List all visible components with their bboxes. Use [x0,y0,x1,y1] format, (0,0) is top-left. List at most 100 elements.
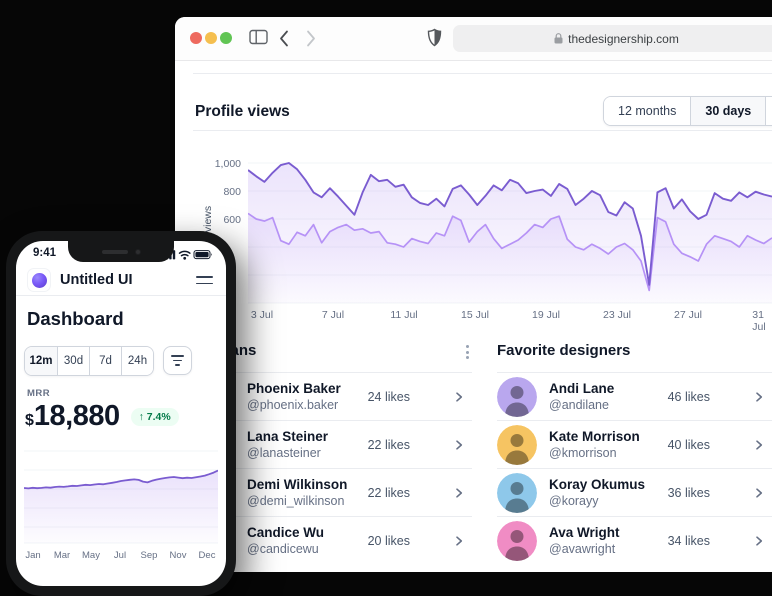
chevron-right-icon[interactable] [452,390,466,404]
y-tick: 600 [223,213,241,226]
filters-button[interactable] [163,346,192,375]
profile-views-chart [248,162,772,304]
list-item[interactable]: Kate Morrison @kmorrison 40 likes [497,420,772,468]
avatar [497,472,537,513]
mrr-x-tick: Jul [113,550,127,561]
mrr-x-tick: Dec [198,550,216,561]
chevron-right-icon[interactable] [452,438,466,452]
phone-range-24h[interactable]: 24h [121,347,153,375]
user-handle: @korayy [549,493,599,508]
user-name: Lana Steiner [247,428,329,444]
chevron-right-icon[interactable] [752,438,766,452]
y-tick: 1,000 [214,157,241,170]
phone-screen: 9:41 Untitled UI [16,241,226,586]
mrr-x-tick: Nov [169,550,187,561]
mrr-x-tick: May [82,550,100,561]
mrr-x-tick: Mar [53,550,71,561]
chevron-right-icon[interactable] [752,390,766,404]
phone-range-12m[interactable]: 12m [25,347,57,375]
status-bar-time: 9:41 [33,247,57,259]
likes-count: 22 likes [367,437,410,452]
avatar [497,520,537,561]
x-tick: 15 Jul [460,309,490,321]
list-item[interactable]: Candice Wu @candicewu 20 likes [195,516,472,564]
list-item[interactable]: Lana Steiner @lanasteiner 22 likes [195,420,472,468]
mrr-x-tick: Jan [25,550,41,561]
user-name: Andi Lane [549,380,615,396]
app-name: Untitled UI [60,272,133,288]
phone-range-7d[interactable]: 7d [89,347,121,375]
phone-range-group: 12m 30d 7d 24h [24,346,154,376]
list-item[interactable]: Demi Wilkinson @demi_wilkinson 22 likes [195,468,472,516]
profile-views-title: Profile views [195,103,290,120]
user-handle: @demi_wilkinson [247,493,345,508]
chevron-right-icon[interactable] [452,486,466,500]
minimize-window-button[interactable] [205,32,217,44]
phone-mockup: 9:41 Untitled UI [6,231,236,596]
x-tick: 3 Jul [250,309,274,321]
mrr-x-axis-ticks: Jan Mar May Jul Sep Nov Dec [16,550,226,564]
menu-icon[interactable] [196,275,213,285]
x-tick: 27 Jul [673,309,703,321]
browser-toolbar: thedesignership.com [175,17,772,61]
x-tick: 23 Jul [602,309,632,321]
untitled-ui-logo [27,268,51,292]
growth-badge: ↑ 7.4% [130,407,179,426]
user-handle: @kmorrison [549,445,617,460]
metric-value: $18,880 [25,400,120,432]
likes-count: 40 likes [667,437,710,452]
x-tick: 19 Jul [531,309,561,321]
user-handle: @candicewu [247,541,319,556]
dashboard-title: Dashboard [27,308,124,329]
mrr-chart [24,450,218,544]
lock-icon [554,33,563,44]
mrr-x-tick: Sep [140,550,158,561]
range-7-days[interactable]: 7 days [765,97,772,125]
range-30-days[interactable]: 30 days [690,97,766,125]
favorite-designers-section: Favorite designers Andi Lane @andilane 46 … [497,342,772,564]
user-name: Phoenix Baker [247,380,341,396]
likes-count: 24 likes [367,389,410,404]
user-name: Kate Morrison [549,428,640,444]
privacy-shield-icon[interactable] [427,28,442,48]
chevron-right-icon[interactable] [452,534,466,548]
likes-count: 34 likes [667,533,710,548]
likes-count: 46 likes [667,389,710,404]
chevron-right-icon[interactable] [752,486,766,500]
content-top-divider [193,73,772,74]
range-12-months[interactable]: 12 months [604,97,691,125]
back-icon[interactable] [279,30,289,47]
likes-count: 22 likes [367,485,410,500]
camera-dot [134,248,141,255]
zoom-window-button[interactable] [220,32,232,44]
user-handle: @avawright [549,541,616,556]
sidebar-toggle-icon[interactable] [249,29,268,45]
user-name: Ava Wright [549,524,620,540]
avatar [497,376,537,417]
app-header: Untitled UI [16,265,226,296]
battery-icon [193,250,212,260]
user-handle: @andilane [549,397,609,412]
metric-label: MRR [27,388,51,399]
phone-range-30d[interactable]: 30d [57,347,89,375]
user-name: Koray Okumus [549,476,646,492]
forward-icon[interactable] [306,30,316,47]
list-item[interactable]: Phoenix Baker @phoenix.baker 24 likes [195,372,472,420]
chart-header-divider [193,130,772,131]
url-text: thedesignership.com [568,31,679,46]
list-item[interactable]: Ava Wright @avawright 34 likes [497,516,772,564]
user-handle: @lanasteiner [247,445,321,460]
address-bar[interactable]: thedesignership.com [453,25,772,52]
chevron-right-icon[interactable] [752,534,766,548]
likes-count: 36 likes [667,485,710,500]
close-window-button[interactable] [190,32,202,44]
list-item[interactable]: Andi Lane @andilane 46 likes [497,372,772,420]
list-item[interactable]: Koray Okumus @korayy 36 likes [497,468,772,516]
user-name: Candice Wu [247,524,325,540]
kebab-menu-icon[interactable] [463,342,472,362]
x-axis-ticks: 3 Jul 7 Jul 11 Jul 15 Jul 19 Jul 23 Jul 27 Jul… [175,309,772,333]
x-tick: 31 Jul [752,309,766,333]
avatar [497,424,537,465]
